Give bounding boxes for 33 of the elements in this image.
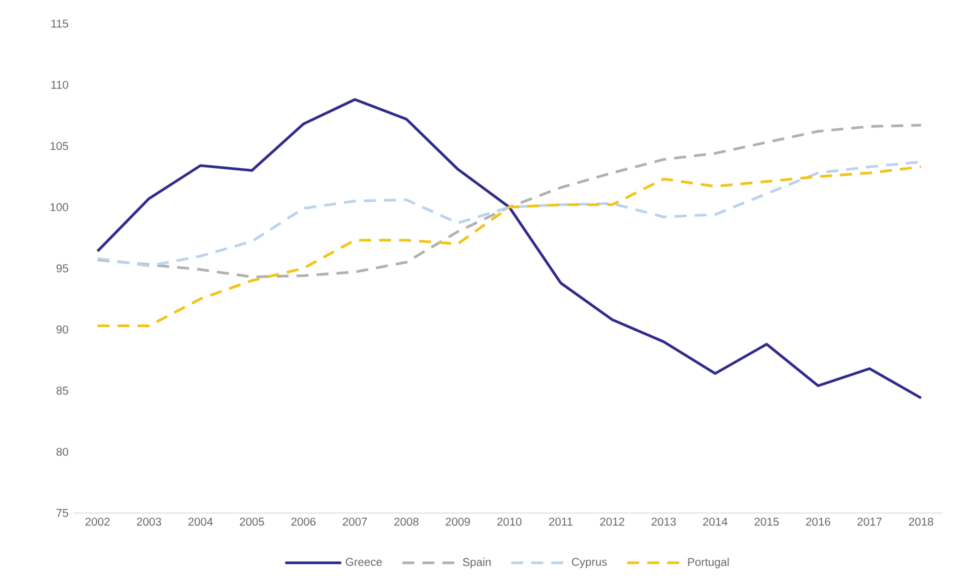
y-tick-label: 115 xyxy=(51,20,68,28)
x-tick-label: 2007 xyxy=(342,518,367,526)
x-tick-label: 2002 xyxy=(85,518,110,526)
y-tick-label: 85 xyxy=(56,386,68,395)
x-tick-label: 2004 xyxy=(188,518,213,526)
x-tick-label: 2012 xyxy=(600,518,624,526)
x-tick-label: 2017 xyxy=(858,518,882,526)
y-tick-label: 100 xyxy=(50,203,68,212)
legend-label: Portugal xyxy=(688,558,729,568)
y-tick-label: 110 xyxy=(51,80,68,89)
x-tick-label: 2009 xyxy=(446,518,470,526)
x-tick-label: 2016 xyxy=(806,518,830,526)
y-tick-label: 90 xyxy=(56,325,68,334)
y-tick-label: 80 xyxy=(56,448,68,456)
x-tick-label: 2011 xyxy=(549,518,572,526)
x-tick-label: 2015 xyxy=(754,518,779,526)
x-tick-label: 2005 xyxy=(240,518,264,526)
line-series xyxy=(96,124,922,278)
line-series xyxy=(96,98,922,400)
legend-label: Greece xyxy=(346,558,382,566)
x-tick-label: 2006 xyxy=(291,518,316,526)
x-tick-label: 2010 xyxy=(497,518,522,526)
legend-label: Spain xyxy=(462,558,491,568)
y-tick-label: 95 xyxy=(56,264,68,272)
x-tick-label: 2003 xyxy=(136,518,162,526)
x-tick-label: 2008 xyxy=(394,518,418,526)
y-tick-label: 75 xyxy=(56,509,68,517)
x-tick-label: 2018 xyxy=(909,518,934,526)
line-series xyxy=(96,165,922,328)
x-tick-label: 2014 xyxy=(703,518,728,526)
legend-label: Cyprus xyxy=(572,558,607,568)
y-tick-label: 105 xyxy=(50,142,68,150)
x-tick-label: 2013 xyxy=(652,518,676,526)
